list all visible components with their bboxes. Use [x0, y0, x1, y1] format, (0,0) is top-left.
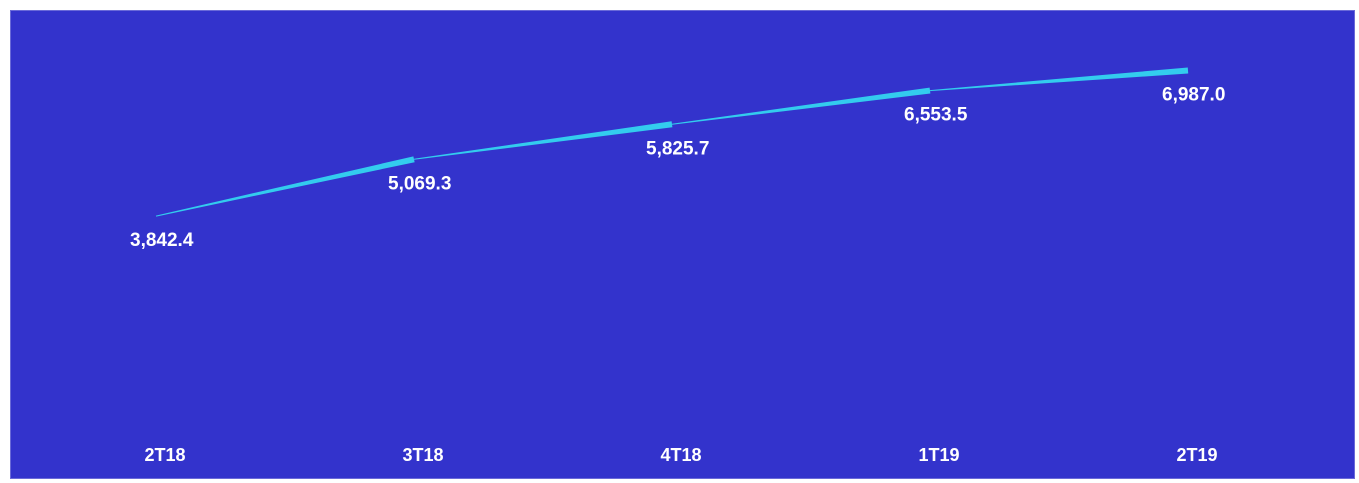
data-label: 5,825.7 — [646, 138, 709, 159]
x-tick-label: 2T18 — [144, 445, 185, 465]
series-line-segment — [929, 67, 1189, 92]
data-label: 6,987.0 — [1162, 85, 1225, 106]
x-axis-ticks: 2T18 3T18 4T18 1T19 2T19 — [144, 445, 1217, 465]
chart-panel: 3,842.4 5,069.3 5,825.7 6,553.5 6,987.0 2T18… — [10, 10, 1355, 479]
x-tick-label: 2T19 — [1176, 445, 1217, 465]
series-line-group — [155, 67, 1189, 217]
x-tick-label: 4T18 — [660, 445, 701, 465]
line-chart: 3,842.4 5,069.3 5,825.7 6,553.5 6,987.0 2T18… — [130, 67, 1225, 465]
data-label: 3,842.4 — [130, 230, 194, 251]
data-label: 6,553.5 — [904, 105, 968, 126]
series-line-segment — [413, 121, 673, 160]
x-tick-label: 1T19 — [918, 445, 959, 465]
series-line-segment — [155, 156, 415, 217]
data-label: 5,069.3 — [388, 173, 451, 194]
series-line-segment — [671, 87, 931, 125]
x-tick-label: 3T18 — [402, 445, 443, 465]
data-label-group: 3,842.4 5,069.3 5,825.7 6,553.5 6,987.0 — [130, 85, 1225, 252]
